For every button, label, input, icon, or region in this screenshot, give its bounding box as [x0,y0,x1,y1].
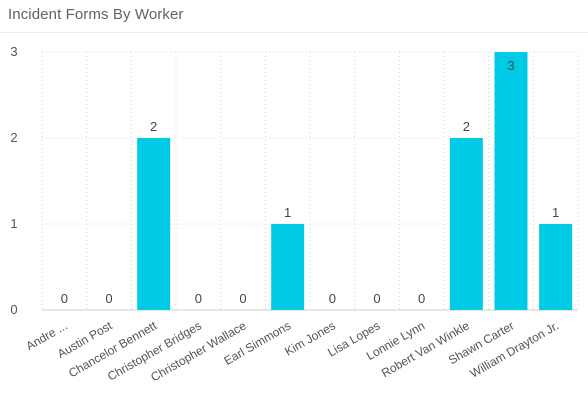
data-label: 3 [507,58,514,73]
data-label: 0 [239,291,246,306]
data-label: 0 [61,291,68,306]
bar [271,224,305,310]
data-label: 0 [418,291,425,306]
title-divider [0,32,588,33]
data-label: 0 [373,291,380,306]
chart-title: Incident Forms By Worker [8,6,184,23]
bar [494,52,528,310]
y-tick-label: 0 [10,302,17,317]
data-label: 1 [552,205,559,220]
data-label: 2 [150,119,157,134]
data-label: 0 [329,291,336,306]
y-tick-label: 1 [10,216,17,231]
data-label: 1 [284,205,291,220]
y-tick-label: 3 [10,44,17,59]
bar [449,138,483,310]
bar [539,224,573,310]
bar [137,138,171,310]
data-label: 2 [463,119,470,134]
y-tick-label: 2 [10,130,17,145]
data-label: 0 [105,291,112,306]
data-label: 0 [195,291,202,306]
